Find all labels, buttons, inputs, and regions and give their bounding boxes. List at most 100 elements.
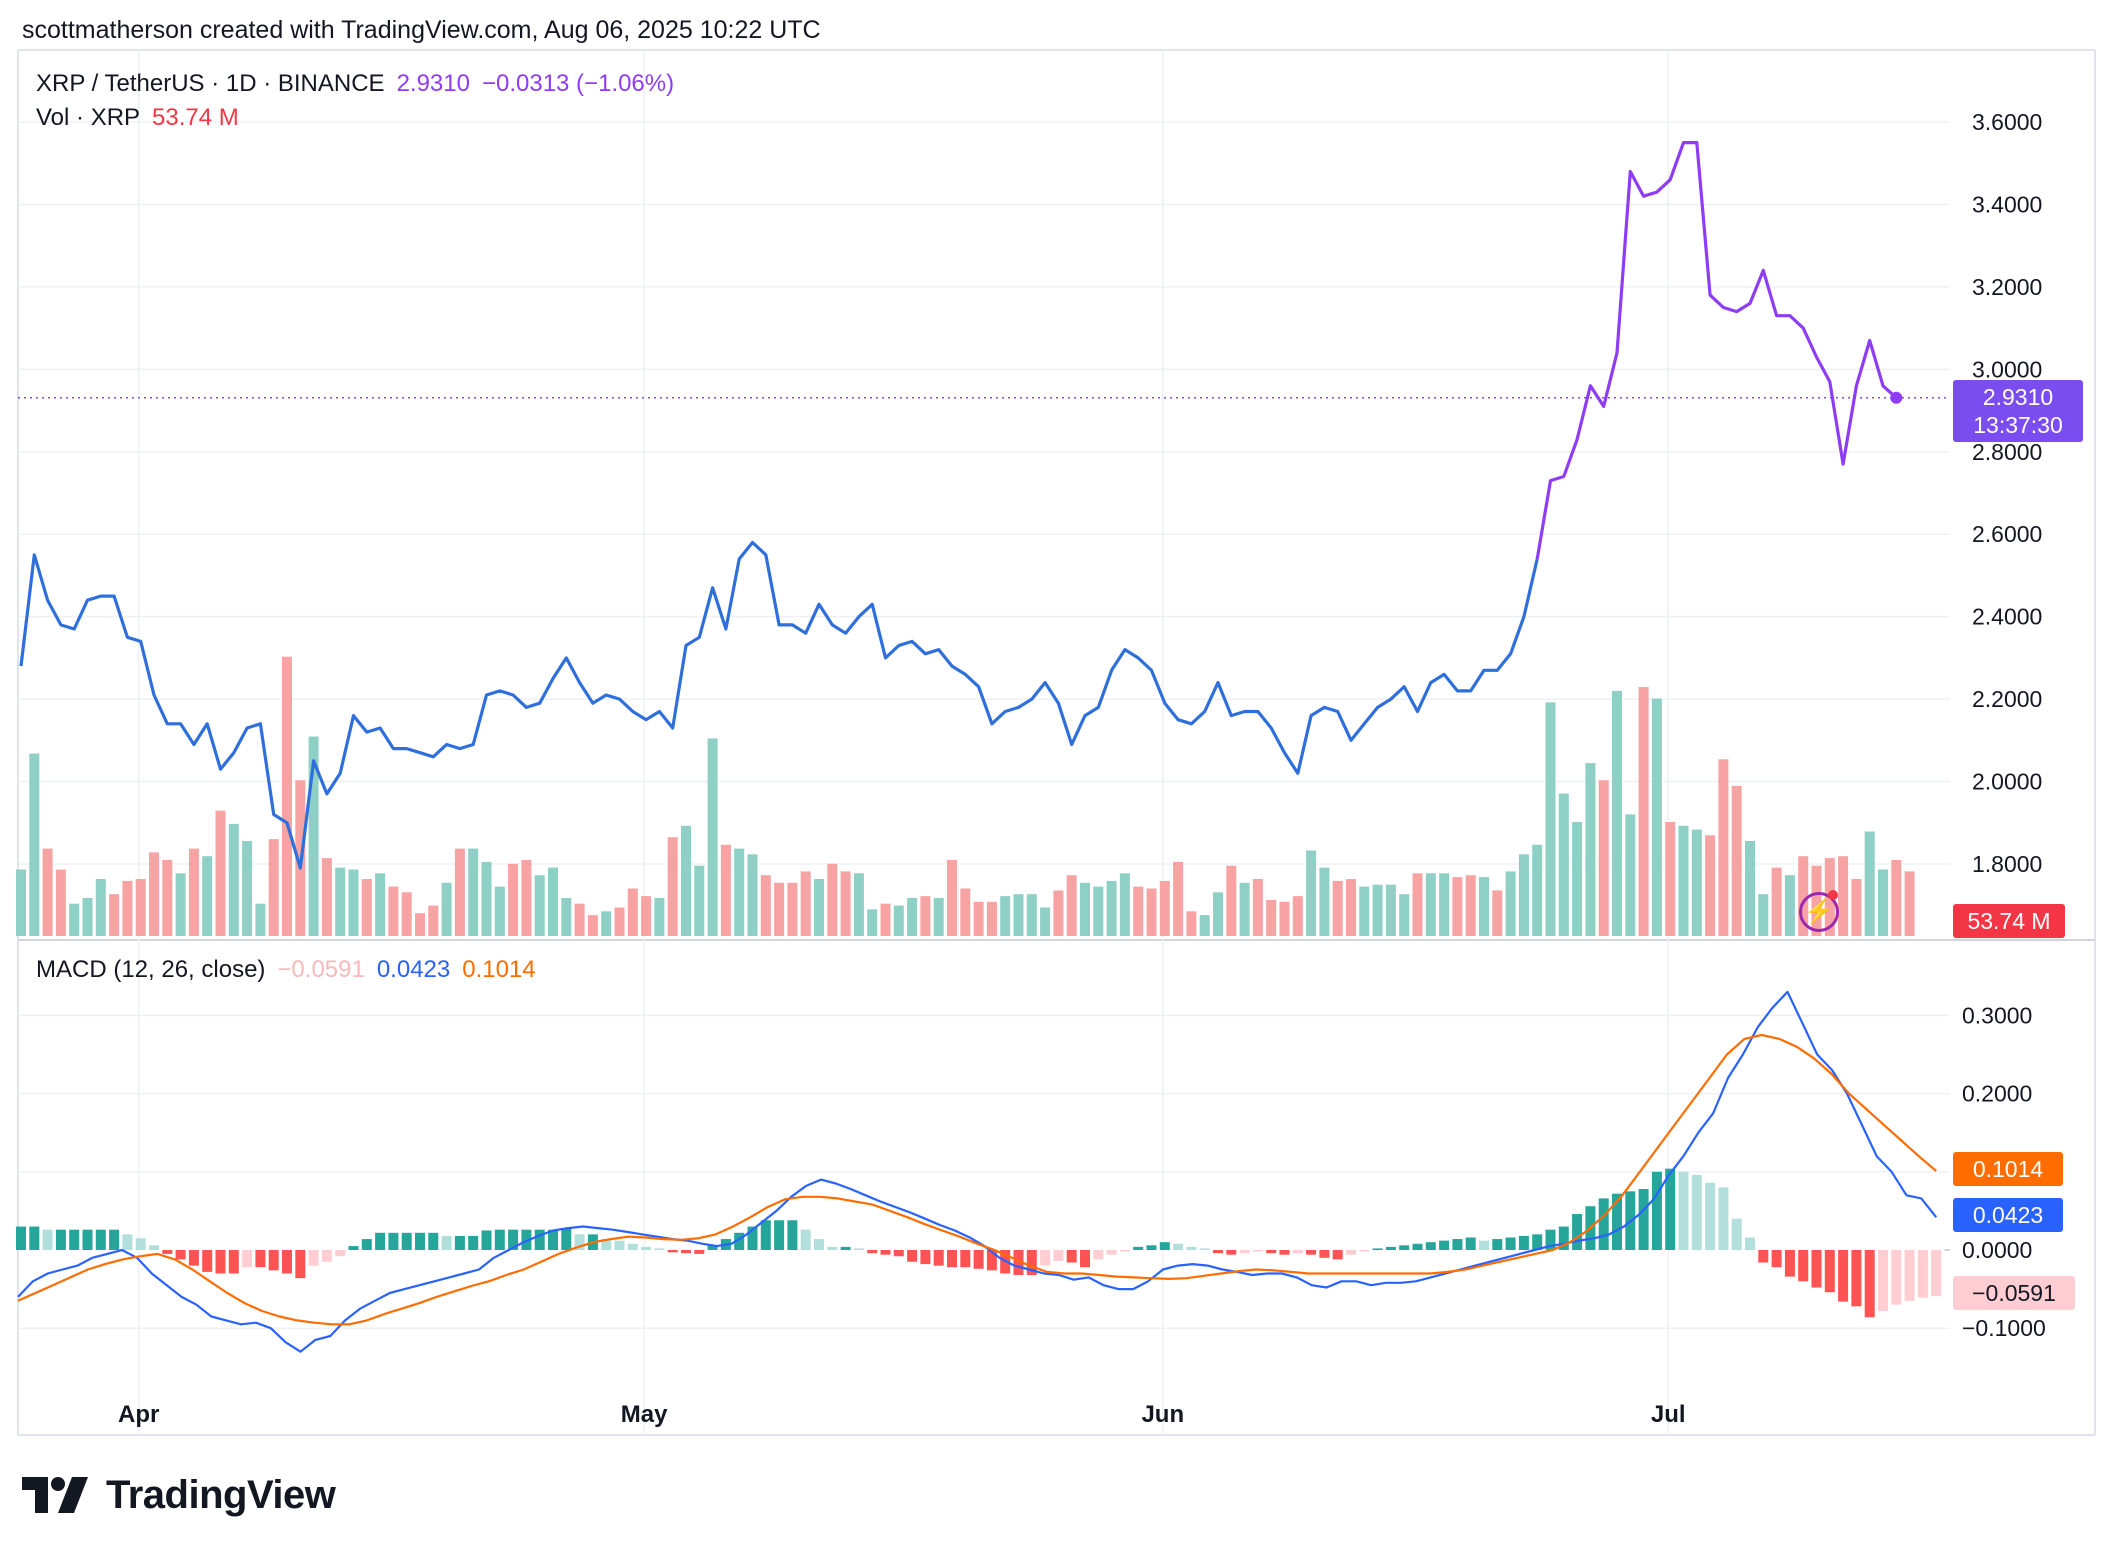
- volume-bar: [707, 738, 718, 936]
- macd-histogram-bar: [1173, 1243, 1184, 1250]
- macd-histogram-bar: [1545, 1229, 1556, 1250]
- macd-histogram-bar: [1332, 1250, 1343, 1260]
- volume-bar: [1439, 873, 1450, 936]
- volume-bar: [720, 844, 731, 936]
- macd-histogram-bar: [827, 1246, 838, 1250]
- volume-bar: [960, 888, 971, 936]
- volume-bar: [760, 875, 771, 936]
- price-line: [19, 141, 1898, 870]
- macd-histogram-bar: [1306, 1250, 1317, 1255]
- volume-bar: [1798, 856, 1809, 936]
- macd-histogram-bar: [55, 1229, 66, 1250]
- macd-histogram-bar: [947, 1250, 957, 1268]
- macd-histogram-bar: [388, 1232, 399, 1250]
- macd-histogram-bar: [82, 1229, 93, 1250]
- macd-histogram-bar: [188, 1250, 199, 1266]
- volume-bar: [1705, 835, 1716, 936]
- macd-histogram-bar: [747, 1226, 758, 1250]
- volume-bar: [1612, 690, 1622, 936]
- macd-histogram-bar: [800, 1229, 811, 1250]
- macd-histogram-bar: [1532, 1234, 1543, 1250]
- volume-bar: [627, 888, 638, 936]
- volume-bar: [1199, 915, 1210, 936]
- macd-histogram-bar: [481, 1230, 492, 1250]
- volume-bar: [1745, 841, 1755, 936]
- macd-histogram-bar: [1199, 1248, 1210, 1250]
- volume-bar: [69, 903, 80, 936]
- volume-bar: [933, 898, 944, 936]
- macd-histogram-bar: [681, 1250, 691, 1254]
- volume-bar: [282, 656, 292, 936]
- volume-bar: [641, 896, 652, 936]
- macd-histogram-bar: [853, 1248, 864, 1250]
- volume-bar: [1492, 890, 1503, 936]
- macd-histogram-bar: [1878, 1250, 1888, 1311]
- hist-tag: −0.0591: [1953, 1276, 2075, 1310]
- volume-bar: [388, 886, 399, 936]
- symbol-label[interactable]: XRP / TetherUS · 1D · BINANCE: [36, 70, 385, 97]
- macd-signal-value: 0.1014: [462, 956, 536, 983]
- macd-histogram-bar: [867, 1250, 878, 1254]
- volume-bar: [1385, 884, 1396, 936]
- volume-bar: [401, 892, 412, 936]
- volume-bar: [814, 879, 824, 936]
- macd-histogram-bar: [1651, 1171, 1662, 1250]
- volume-bar: [1359, 886, 1370, 936]
- macd-histogram-bar: [880, 1250, 891, 1255]
- macd-histogram-bar: [1026, 1250, 1037, 1276]
- macd-histogram-bar: [1891, 1250, 1902, 1305]
- macd-histogram-bar: [1758, 1250, 1769, 1263]
- volume-bar: [135, 879, 146, 936]
- volume-bar: [681, 825, 691, 936]
- macd-label[interactable]: MACD (12, 26, close): [36, 956, 266, 983]
- macd-histogram-bar: [601, 1239, 612, 1250]
- volume-bar: [1572, 822, 1583, 936]
- macd-histogram-bar: [986, 1250, 997, 1271]
- last-price-dot: [1890, 391, 1903, 404]
- volume-bar: [667, 837, 678, 936]
- macd-histogram-bar: [1292, 1250, 1303, 1254]
- macd-histogram-bar: [1678, 1171, 1689, 1250]
- volume-bar: [82, 898, 93, 936]
- macd-histogram-bar: [295, 1250, 306, 1279]
- volume-label[interactable]: Vol · XRP: [36, 104, 141, 131]
- macd-histogram-bar: [1119, 1250, 1130, 1252]
- volume-bar: [1173, 861, 1184, 936]
- volume-bar: [654, 898, 665, 936]
- macd-histogram-bar: [548, 1229, 558, 1250]
- macd-histogram-bar: [428, 1232, 439, 1250]
- volume-bar: [42, 848, 53, 936]
- macd-histogram-bar: [627, 1243, 638, 1250]
- macd-histogram-bar: [415, 1232, 425, 1250]
- macd-histogram-bar: [1226, 1250, 1237, 1255]
- volume-bar: [1372, 884, 1383, 936]
- macd-histogram-bar: [840, 1246, 851, 1250]
- volume-bar: [215, 810, 226, 936]
- macd-histogram-bar: [228, 1250, 239, 1274]
- macd-histogram-bar: [468, 1235, 479, 1250]
- macd-histogram-bar: [1053, 1250, 1064, 1261]
- volume-bar: [853, 873, 864, 936]
- volume-bar: [800, 871, 811, 936]
- volume-bar: [1146, 888, 1157, 936]
- macd-histogram-bar: [1479, 1240, 1489, 1250]
- volume-bar: [1106, 880, 1117, 936]
- lightning-icon[interactable]: ⚡: [1799, 892, 1839, 932]
- macd-histogram-bar: [175, 1250, 186, 1260]
- volume-bar: [1213, 892, 1223, 936]
- volume-bar: [1851, 879, 1862, 936]
- volume-bar: [255, 903, 266, 936]
- macd-histogram-bar: [907, 1250, 918, 1262]
- volume-bar: [601, 911, 612, 936]
- macd-histogram-bar: [734, 1232, 745, 1250]
- volume-bar: [548, 867, 558, 936]
- volume-bar: [1758, 894, 1769, 936]
- volume-bar: [361, 879, 372, 936]
- macd-histogram-bar: [1572, 1214, 1583, 1250]
- footer-logo[interactable]: TradingView: [22, 1465, 336, 1525]
- volume-bar: [1186, 911, 1197, 936]
- macd-histogram-bar: [242, 1250, 253, 1268]
- macd-histogram-bar: [69, 1229, 80, 1250]
- macd-tick-label: 0.0000: [1962, 1237, 2032, 1263]
